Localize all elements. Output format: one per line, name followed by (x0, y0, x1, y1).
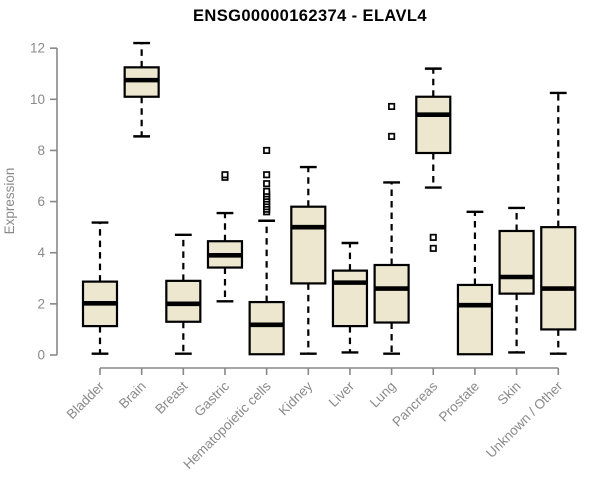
box-group (415, 67, 452, 252)
y-axis-tick-label: 0 (37, 348, 45, 363)
iqr-box (415, 95, 452, 155)
box-group (540, 91, 577, 355)
iqr-box (248, 300, 285, 356)
box-group (206, 171, 244, 303)
iqr-box (498, 229, 535, 295)
iqr-box (373, 263, 410, 324)
x-axis-category-label: Breast (152, 378, 190, 416)
x-axis-category-label: Pancreas (389, 378, 440, 429)
chart-title: ENSG00000162374 - ELAVL4 (193, 7, 427, 25)
x-axis-category-label: Gastric (191, 378, 232, 419)
box-group (498, 206, 535, 354)
box-group (81, 221, 119, 355)
y-axis-title: Expression (2, 168, 17, 235)
box-group (373, 102, 410, 355)
iqr-box (456, 283, 494, 356)
outlier-point (388, 132, 396, 140)
x-axis-category-label: Liver (326, 378, 358, 410)
outlier-point (263, 180, 271, 188)
x-axis-category-label: Skin (495, 379, 524, 408)
outlier-point (221, 171, 229, 179)
outlier-point (263, 171, 271, 179)
box-group (248, 146, 285, 356)
iqr-box (540, 226, 577, 331)
outlier-point (429, 233, 437, 241)
box-group (456, 210, 494, 356)
outlier-point (429, 244, 437, 252)
x-axis-category-label: Kidney (276, 378, 316, 418)
x-axis-category-label: Unknown / Other (483, 378, 566, 461)
iqr-box (165, 279, 202, 323)
outlier-point (388, 102, 396, 111)
box-group (165, 233, 202, 355)
box-group (123, 41, 160, 138)
x-axis-category-label: Brain (116, 379, 149, 412)
iqr-box (290, 205, 327, 285)
outlier-point (263, 187, 271, 195)
y-axis-tick-label: 8 (37, 143, 45, 158)
outlier-point (263, 146, 271, 154)
box-group (290, 165, 327, 355)
box-group (331, 241, 369, 354)
y-axis-tick-label: 6 (37, 194, 45, 209)
y-axis-tick-label: 10 (30, 92, 45, 107)
iqr-box (331, 269, 369, 328)
x-axis-category-label: Bladder (64, 378, 108, 422)
y-axis-tick-label: 12 (30, 41, 45, 56)
x-axis-category-label: Prostate (436, 379, 482, 425)
boxes-layer (81, 41, 577, 356)
y-axis-tick-label: 4 (37, 245, 45, 260)
x-axis-category-label: Lung (367, 379, 399, 411)
y-axis-tick-label: 2 (37, 296, 45, 311)
